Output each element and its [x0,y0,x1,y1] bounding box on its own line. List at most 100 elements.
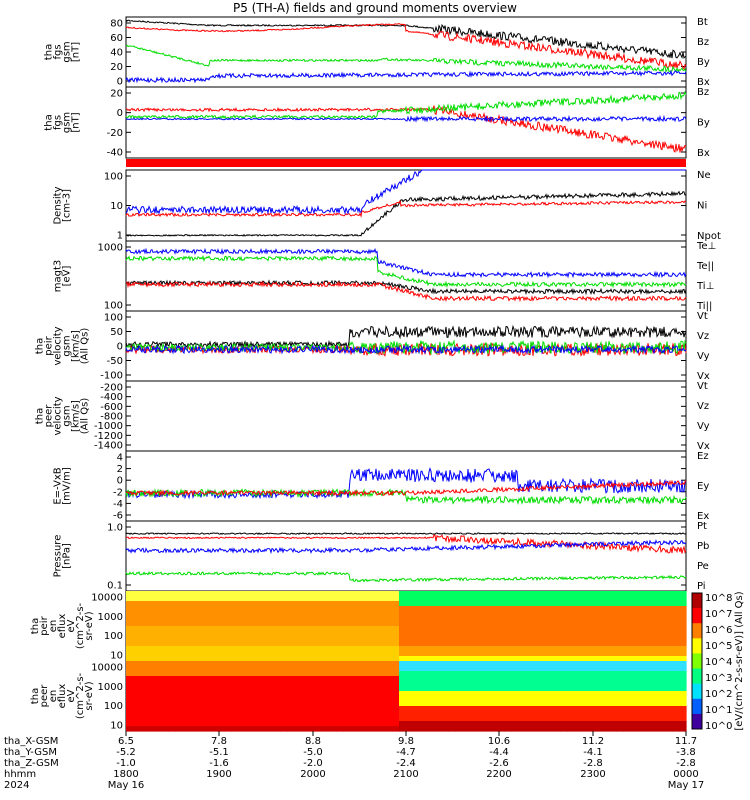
spec-cell [539,676,547,682]
spec-cell [224,656,232,662]
spec-cell [476,676,484,682]
spec-cell [616,601,624,607]
spec-cell [147,631,155,637]
spec-cell [378,711,386,717]
y-axis-label-line: sr-eV) [84,681,95,710]
spec-cell [637,666,645,672]
spec-cell [343,596,351,602]
spec-cell [441,676,449,682]
spec-cell [448,636,456,642]
spec-cell [623,646,631,652]
spec-cell [315,671,323,677]
spec-cell [371,611,379,617]
spec-cell [252,621,260,627]
spec-cell [140,636,148,642]
spec-cell [259,651,267,657]
spec-cell [567,696,575,702]
spec-cell [126,641,134,647]
spec-cell [329,591,337,597]
spec-cell [147,676,155,682]
spec-cell [182,681,190,687]
spec-cell [630,701,638,707]
spec-cell [245,711,253,717]
spec-cell [595,666,603,672]
spec-cell [462,686,470,692]
spec-cell [238,626,246,632]
spec-cell [511,626,519,632]
spec-cell [287,651,295,657]
spec-cell [238,711,246,717]
spec-cell [630,631,638,637]
legend-Pi: Pi [697,581,706,592]
spec-cell [441,716,449,722]
spec-cell [644,661,652,667]
spec-cell [322,606,330,612]
spec-cell [273,636,281,642]
spec-cell [175,681,183,687]
trace-Ez [125,479,687,497]
spec-cell [378,611,386,617]
spec-cell [301,636,309,642]
spec-cell [301,641,309,647]
spec-cell [301,626,309,632]
spec-cell [630,691,638,697]
spec-cell [525,646,533,652]
spec-cell [189,721,197,727]
spec-cell [665,686,673,692]
legend-Pe: Pe [697,561,709,572]
spec-cell [441,606,449,612]
spec-cell [385,621,393,627]
spec-cell [245,696,253,702]
spec-cell [588,651,596,657]
spec-cell [364,706,372,712]
spec-cell [455,681,463,687]
spec-cell [154,591,162,597]
spec-cell [336,666,344,672]
spec-cell [280,706,288,712]
spec-cell [490,711,498,717]
spec-cell [147,661,155,667]
spec-cell [329,596,337,602]
spec-cell [392,656,400,662]
spec-cell [560,641,568,647]
spec-cell [259,631,267,637]
spec-cell [504,641,512,647]
colorbar-tick: 10^2 [705,689,732,700]
spec-cell [196,641,204,647]
spec-cell [672,696,680,702]
spec-cell [574,631,582,637]
spec-cell [301,656,309,662]
spec-cell [315,606,323,612]
spec-cell [371,661,379,667]
spec-cell [595,601,603,607]
spec-cell [175,696,183,702]
spec-cell [245,621,253,627]
spec-cell [602,641,610,647]
spec-cell [434,656,442,662]
spec-cell [602,696,610,702]
spec-cell [385,596,393,602]
spec-cell [672,686,680,692]
spec-cell [651,611,659,617]
spec-cell [196,686,204,692]
spec-cell [133,651,141,657]
spec-cell [336,636,344,642]
spec-cell [539,631,547,637]
spec-cell [357,696,365,702]
spec-cell [259,701,267,707]
spec-cell [189,611,197,617]
spec-cell [546,716,554,722]
spec-cell [364,691,372,697]
spec-cell [490,611,498,617]
spec-cell [518,656,526,662]
spec-cell [259,646,267,652]
trace-Ti-perp [125,247,687,279]
spec-cell [392,641,400,647]
panel-frame [125,86,687,159]
spec-cell [371,706,379,712]
spec-cell [511,631,519,637]
spec-cell [196,616,204,622]
spec-cell [581,706,589,712]
spec-cell [504,661,512,667]
spec-cell [273,686,281,692]
